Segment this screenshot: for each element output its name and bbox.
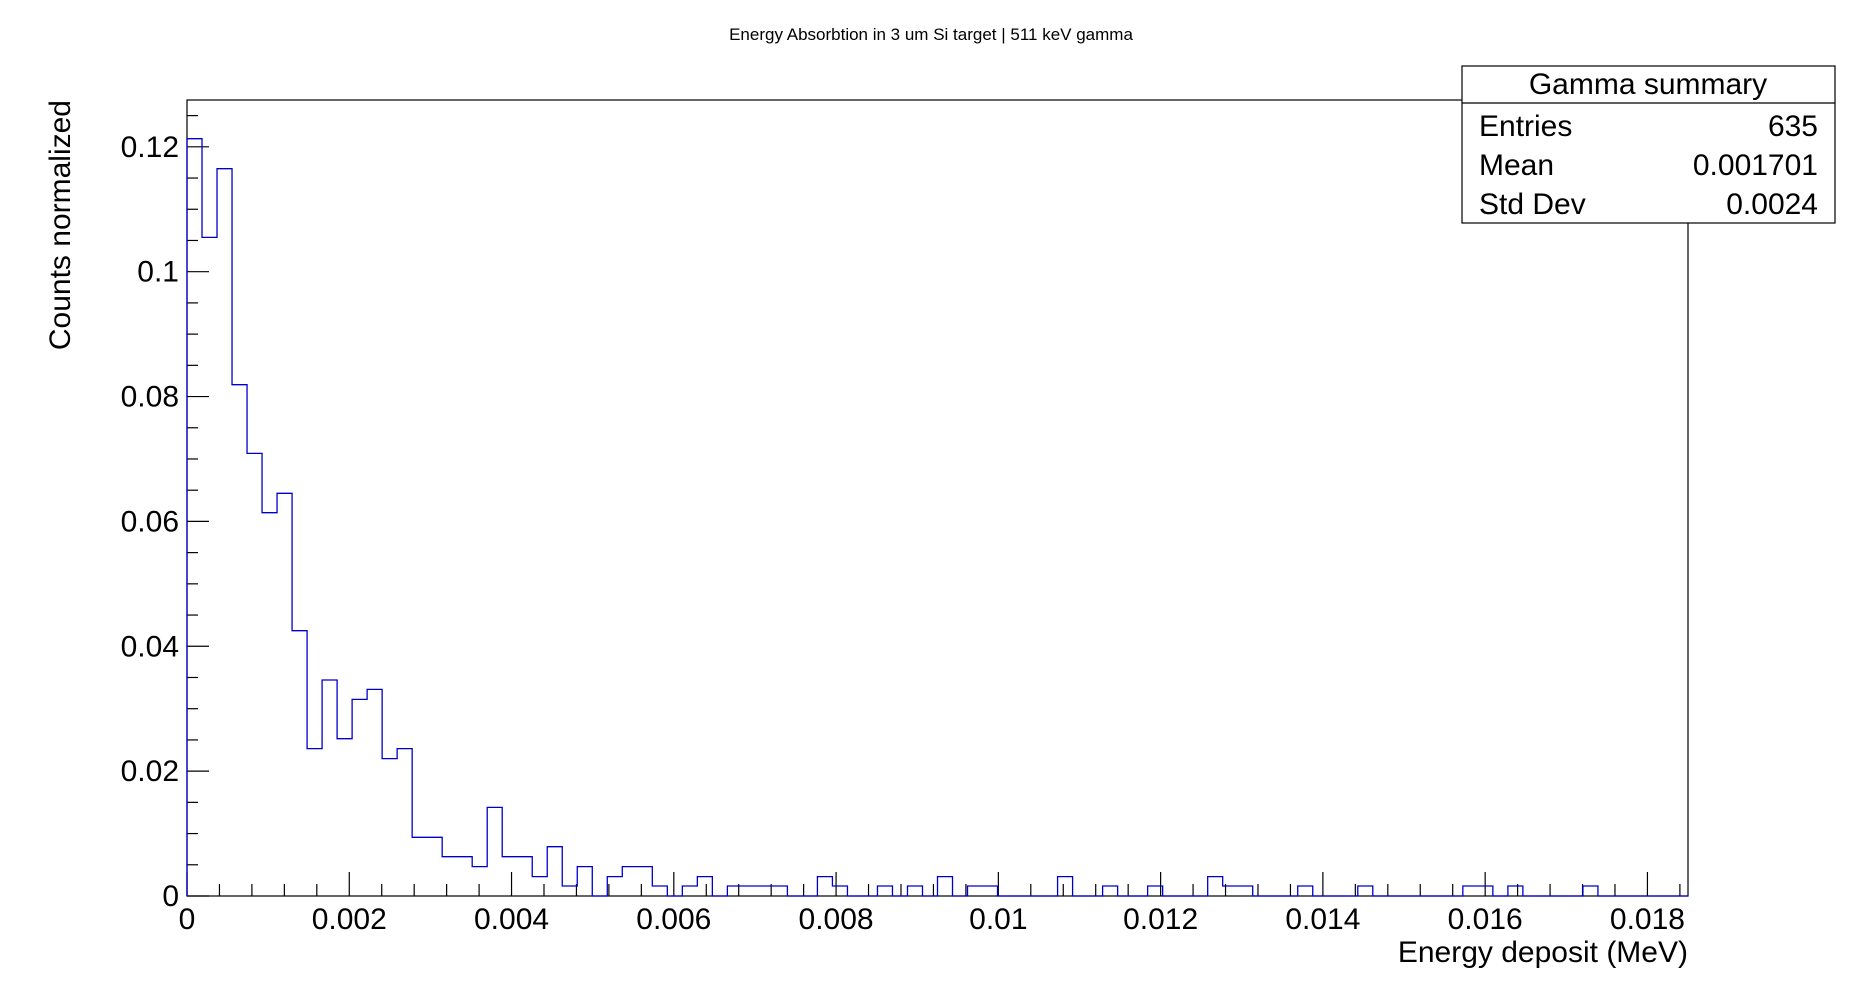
histogram-bin [367,689,382,896]
histogram-bin [637,867,652,896]
histogram-bin [502,857,517,896]
histogram-bin [772,886,787,896]
histogram-bin [322,680,337,896]
histogram-bin [277,493,292,896]
histogram-bin [457,857,472,896]
histogram-bin [472,867,487,896]
histogram-bin [1583,886,1598,896]
y-tick-label: 0.02 [121,755,179,788]
stats-stddev-value: 0.0024 [1726,188,1818,221]
histogram-bin [532,877,547,896]
histogram-bin [938,877,953,896]
histogram-bin [562,886,577,896]
histogram-bin [983,886,998,896]
histogram-bin [352,699,367,896]
stats-stddev-label: Std Dev [1479,188,1586,221]
x-axis-tick-labels: 0 0.002 0.004 0.006 0.008 0.01 0.012 0.014 0.016… [179,903,1685,936]
stats-entries-label: Entries [1479,110,1572,143]
histogram-bin [382,759,397,896]
histogram-bin [1058,877,1073,896]
histogram-bin [757,886,772,896]
x-axis-ticks [186,872,1681,896]
histogram-bin [247,453,262,896]
stats-legend-box: Gamma summary Entries 635 Mean 0.001701 … [1461,65,1836,224]
x-tick-label: 0.004 [474,903,549,936]
histogram-bin [307,749,322,896]
y-tick-label: 0 [162,880,179,913]
histogram-bin [1463,886,1478,896]
x-tick-label: 0.014 [1285,903,1360,936]
histogram-bin [742,886,757,896]
histogram-bin [652,886,667,896]
y-tick-label: 0.04 [121,630,179,663]
histogram-bin [607,877,622,896]
x-tick-label: 0.018 [1610,903,1685,936]
histogram-bin [442,857,457,896]
chart-title: Energy Absorbtion in 3 um Si target | 51… [729,25,1133,44]
y-tick-label: 0.08 [121,381,179,414]
histogram-bins [187,139,1598,896]
y-axis-tick-labels: 0 0.02 0.04 0.06 0.08 0.1 0.12 [121,131,179,913]
stats-entries-value: 635 [1768,110,1818,143]
histogram-bin [682,886,697,896]
x-tick-label: 0.008 [799,903,874,936]
histogram-bin [907,886,922,896]
x-tick-label: 0.01 [969,903,1027,936]
histogram-bin [187,139,202,896]
stats-mean-label: Mean [1479,149,1554,182]
histogram-bin [547,847,562,896]
histogram-bin [517,857,532,896]
histogram-bin [832,886,847,896]
histogram-bin [202,237,217,896]
histogram-bin [232,385,247,896]
histogram-bin [1103,886,1118,896]
histogram-bin [217,169,232,896]
y-axis-ticks [187,115,209,897]
x-tick-label: 0.002 [312,903,387,936]
histogram-bin [577,867,592,896]
histogram-bin [727,886,742,896]
histogram-bin [968,886,983,896]
x-tick-label: 0.012 [1123,903,1198,936]
y-tick-label: 0.1 [137,256,179,289]
histogram-bin [487,807,502,896]
y-tick-label: 0.06 [121,505,179,538]
histogram-bin [817,877,832,896]
histogram-bin [1508,886,1523,896]
histogram-bin [1298,886,1313,896]
histogram-bin [697,877,712,896]
histogram-series-line [186,138,1688,897]
stats-legend-title: Gamma summary [1529,68,1767,101]
y-axis-label: Counts normalized [44,100,77,350]
histogram-bin [1208,877,1223,896]
histogram-bin [622,867,637,896]
histogram-bin [877,886,892,896]
stats-mean-value: 0.001701 [1693,149,1818,182]
histogram-bin [427,837,442,896]
y-tick-label: 0.12 [121,131,179,164]
histogram-bin [1358,886,1373,896]
histogram-bin [262,513,277,896]
x-tick-label: 0.016 [1448,903,1523,936]
histogram-bin [397,749,412,896]
x-axis-label: Energy deposit (MeV) [1398,936,1688,969]
x-tick-label: 0.006 [636,903,711,936]
histogram-bin [1238,886,1253,896]
x-tick-label: 0 [179,903,196,936]
histogram-bin [292,631,307,896]
